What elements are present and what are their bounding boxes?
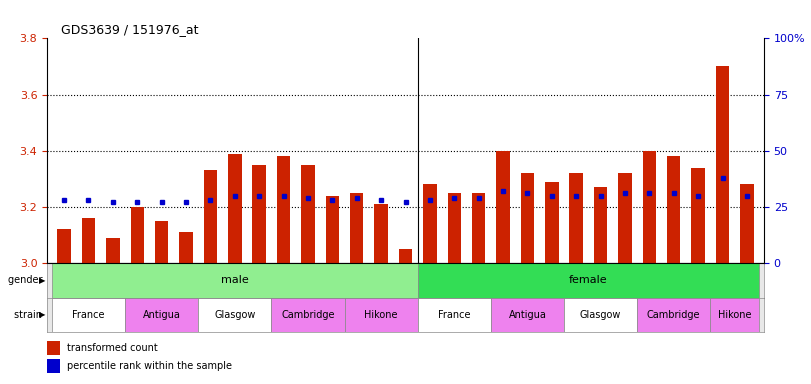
Bar xyxy=(52,263,418,298)
Bar xyxy=(740,184,753,263)
Bar xyxy=(252,165,266,263)
Bar xyxy=(423,184,436,263)
Bar xyxy=(47,341,60,355)
Bar xyxy=(667,156,680,263)
Bar xyxy=(618,173,632,263)
Bar xyxy=(345,298,418,332)
Bar xyxy=(272,298,345,332)
Text: Cambridge: Cambridge xyxy=(647,310,701,320)
Text: France: France xyxy=(438,310,470,320)
Bar xyxy=(637,298,710,332)
Bar xyxy=(198,298,272,332)
Bar xyxy=(58,229,71,263)
Bar xyxy=(448,193,461,263)
Bar xyxy=(125,298,198,332)
Bar xyxy=(47,263,764,384)
Bar xyxy=(418,298,491,332)
Bar xyxy=(521,173,534,263)
Bar xyxy=(564,298,637,332)
Text: GDS3639 / 151976_at: GDS3639 / 151976_at xyxy=(62,23,199,36)
Bar xyxy=(82,218,95,263)
Bar xyxy=(204,170,217,263)
Text: ▶: ▶ xyxy=(39,310,45,319)
Text: gender: gender xyxy=(8,275,45,285)
Text: Antigua: Antigua xyxy=(143,310,181,320)
Bar xyxy=(692,167,705,263)
Text: Antigua: Antigua xyxy=(508,310,547,320)
Text: female: female xyxy=(569,275,607,285)
Bar xyxy=(277,156,290,263)
Text: Cambridge: Cambridge xyxy=(281,310,335,320)
Bar xyxy=(375,204,388,263)
Text: Hikone: Hikone xyxy=(364,310,398,320)
Bar xyxy=(131,207,144,263)
Bar xyxy=(301,165,315,263)
Text: Hikone: Hikone xyxy=(718,310,752,320)
Text: male: male xyxy=(221,275,249,285)
Text: strain: strain xyxy=(15,310,45,320)
Bar xyxy=(594,187,607,263)
Text: Glasgow: Glasgow xyxy=(214,310,255,320)
Bar xyxy=(155,221,169,263)
Bar xyxy=(716,66,729,263)
Bar xyxy=(472,193,485,263)
Text: transformed count: transformed count xyxy=(67,343,158,353)
Text: Glasgow: Glasgow xyxy=(580,310,621,320)
Bar xyxy=(399,249,412,263)
Bar xyxy=(642,151,656,263)
Bar xyxy=(228,154,242,263)
Bar xyxy=(545,182,559,263)
Bar xyxy=(350,193,363,263)
Bar xyxy=(710,298,759,332)
Bar xyxy=(496,151,510,263)
Text: percentile rank within the sample: percentile rank within the sample xyxy=(67,361,232,371)
Bar xyxy=(47,359,60,373)
Bar xyxy=(569,173,583,263)
Bar xyxy=(491,298,564,332)
Text: France: France xyxy=(72,310,105,320)
Bar xyxy=(179,232,193,263)
Text: ▶: ▶ xyxy=(39,276,45,285)
Bar xyxy=(418,263,759,298)
Bar xyxy=(52,298,125,332)
Bar xyxy=(326,195,339,263)
Bar xyxy=(106,238,119,263)
